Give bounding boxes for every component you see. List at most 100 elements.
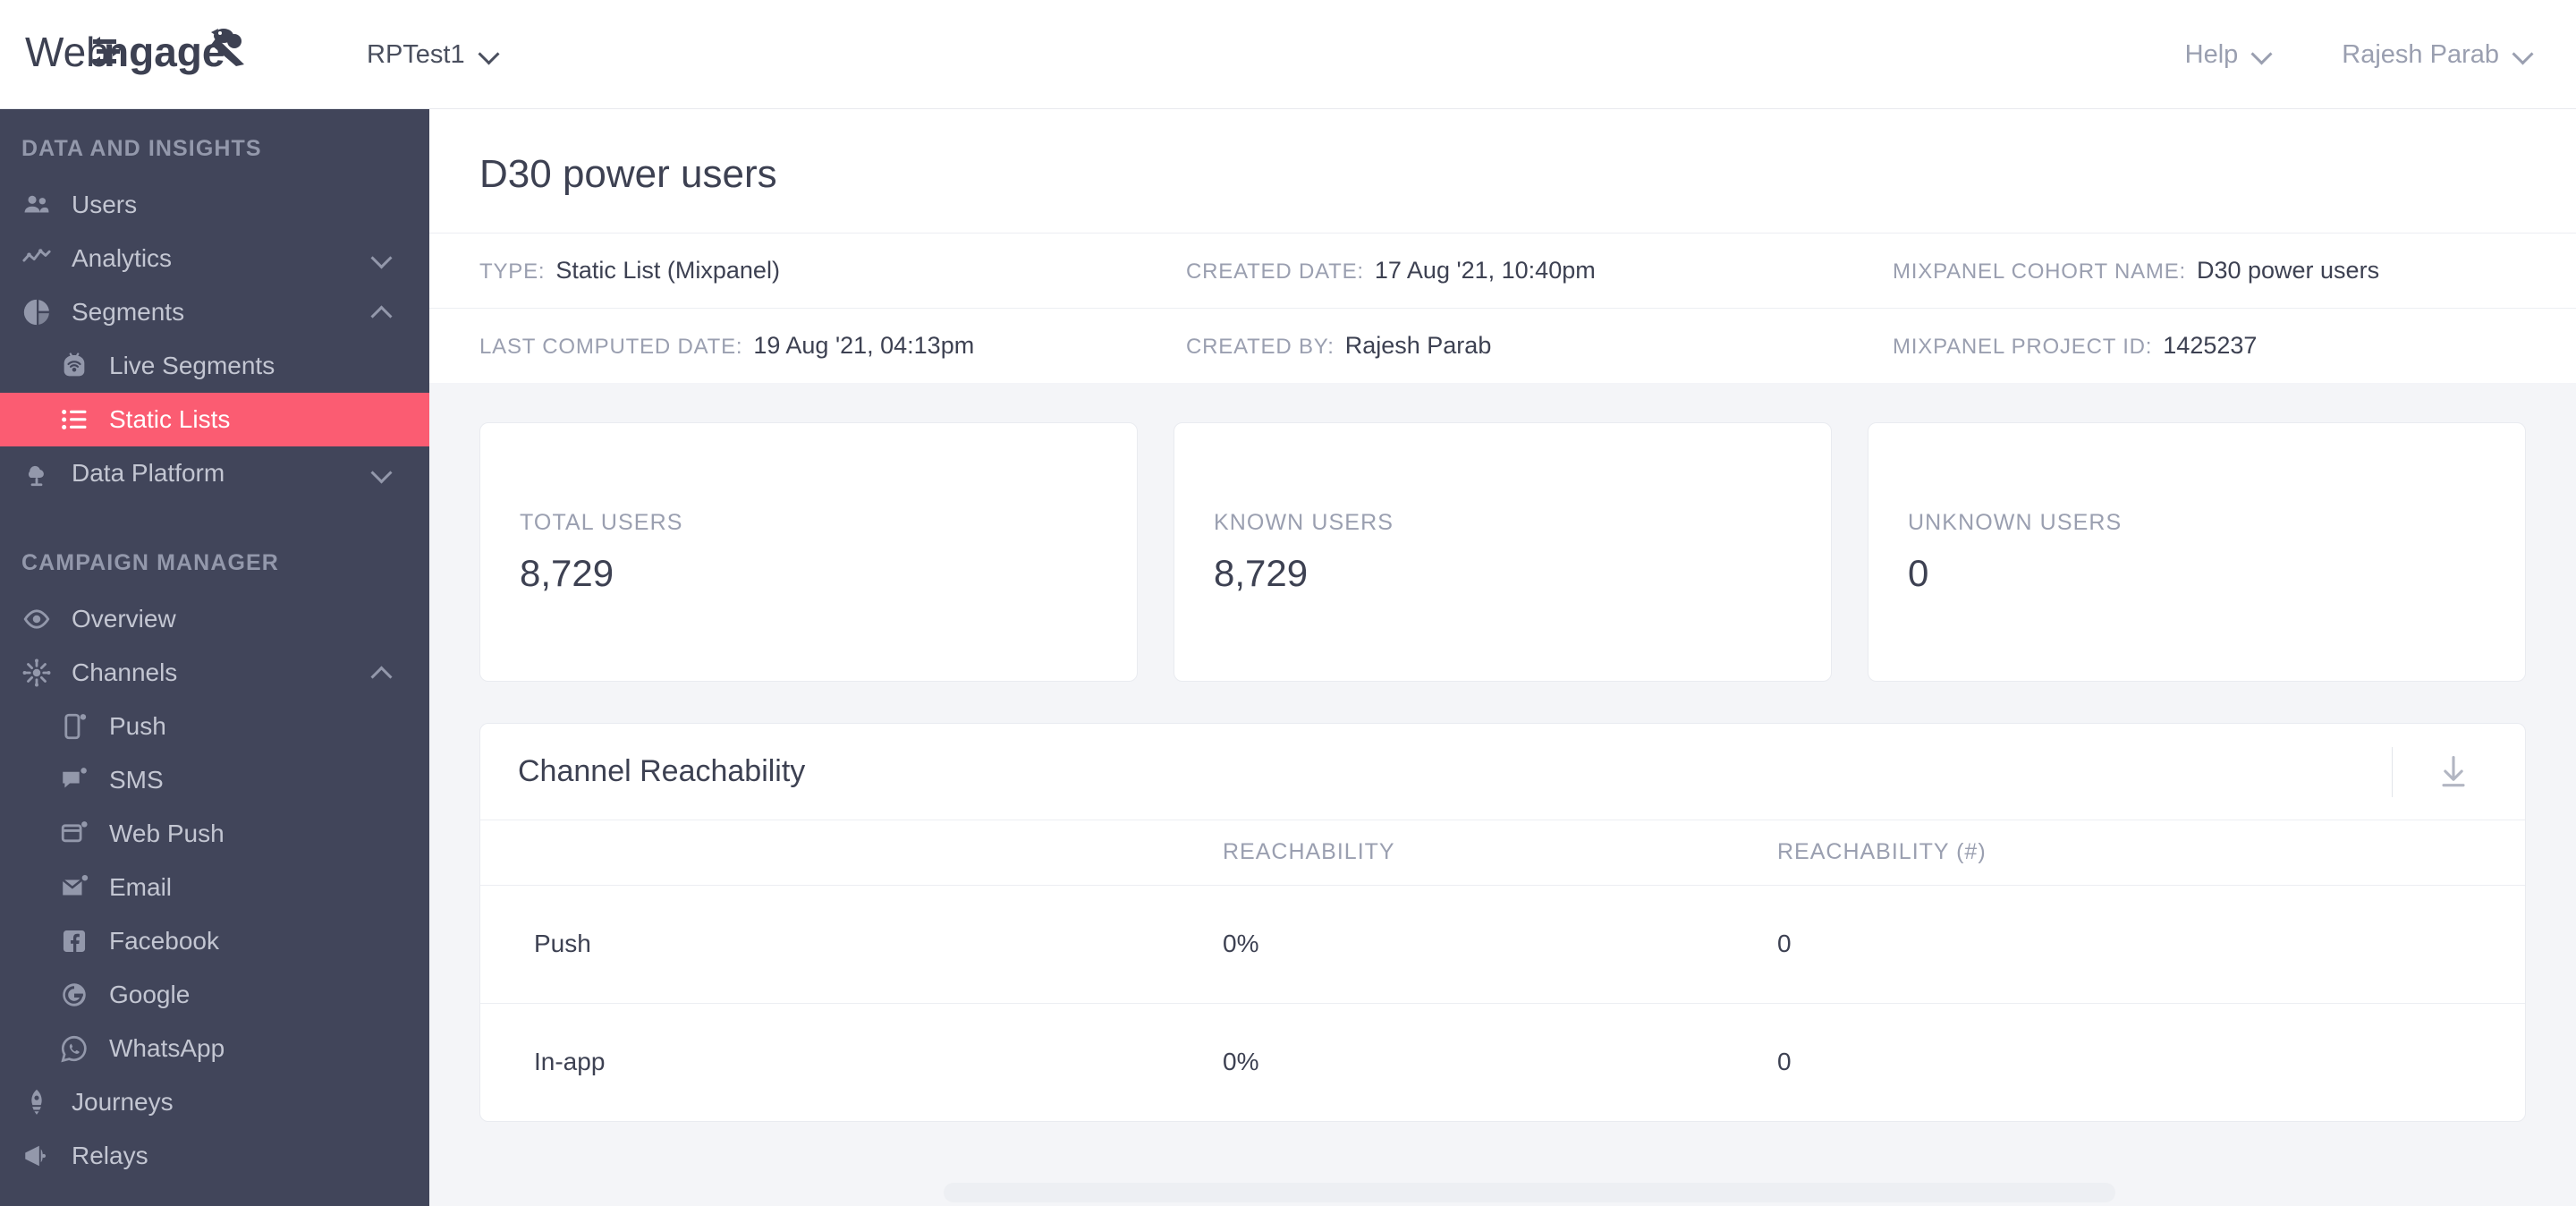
sidebar-item-label: Analytics xyxy=(72,244,173,272)
meta-value: 1425237 xyxy=(2163,332,2258,359)
stat-cards: TOTAL USERS 8,729 KNOWN USERS 8,729 UNKN… xyxy=(429,383,2576,682)
stat-value: 8,729 xyxy=(1214,551,1309,594)
meta-label: MIXPANEL COHORT NAME: xyxy=(1893,259,2186,284)
sidebar-item-label: Static Lists xyxy=(109,405,231,433)
facebook-icon xyxy=(59,923,100,959)
sidebar-item-journeys[interactable]: Journeys xyxy=(0,1075,429,1129)
main-content: D30 power users TYPE: Static List (Mixpa… xyxy=(429,109,2576,1206)
topbar-right: Help Rajesh Parab xyxy=(2185,0,2533,109)
sidebar-item-label: Data Platform xyxy=(72,459,225,487)
download-icon[interactable] xyxy=(2434,752,2473,792)
meta-label: LAST COMPUTED DATE: xyxy=(479,335,743,359)
horizontal-scrollbar[interactable] xyxy=(944,1183,2115,1202)
meta-project-id: MIXPANEL PROJECT ID: 1425237 xyxy=(1893,332,2257,360)
google-icon xyxy=(59,977,100,1013)
meta-label: CREATED DATE: xyxy=(1186,259,1364,284)
meta-value: Rajesh Parab xyxy=(1344,332,1492,359)
column-header-channel xyxy=(480,820,1223,885)
cell-spacer xyxy=(2332,884,2525,1003)
sidebar-item-label: Web Push xyxy=(109,820,225,847)
help-label: Help xyxy=(2184,39,2239,69)
sidebar-item-channels[interactable]: Channels xyxy=(0,646,429,700)
project-switcher[interactable]: RPTest1 xyxy=(367,0,499,109)
cell-reachability-count: 0 xyxy=(1777,1002,2332,1121)
stat-card-known-users: KNOWN USERS 8,729 xyxy=(1174,422,1832,682)
sidebar-item-google[interactable]: Google xyxy=(0,968,429,1022)
relays-icon xyxy=(21,1138,63,1174)
user-menu[interactable]: Rajesh Parab xyxy=(2342,40,2533,70)
sidebar-section-title: CAMPAIGN MANAGER xyxy=(21,550,279,575)
reachability-table: REACHABILITY REACHABILITY (#) Push 0% 0 In-… xyxy=(480,820,2525,1121)
cell-spacer xyxy=(2332,1002,2525,1121)
page-header: D30 power users TYPE: Static List (Mixpa… xyxy=(429,109,2576,383)
sidebar-item-label: Journeys xyxy=(72,1088,174,1116)
sidebar-item-web-push[interactable]: Web Push xyxy=(0,807,429,861)
page-title: D30 power users xyxy=(479,152,777,196)
sidebar-item-label: Relays xyxy=(72,1142,148,1169)
panel-title: Channel Reachability xyxy=(518,754,806,788)
sidebar-item-whatsapp[interactable]: WhatsApp xyxy=(0,1022,429,1075)
sidebar-item-overview[interactable]: Overview xyxy=(0,592,429,646)
column-header-reachability: REACHABILITY xyxy=(1223,839,1395,865)
sidebar-item-segments[interactable]: Segments xyxy=(0,285,429,339)
sidebar-item-label: Users xyxy=(72,191,138,218)
sidebar-item-data-platform[interactable]: Data Platform xyxy=(0,446,429,500)
help-menu[interactable]: Help xyxy=(2185,40,2273,70)
sidebar-item-push[interactable]: Push xyxy=(0,700,429,753)
sidebar-item-label: Facebook xyxy=(109,927,219,955)
meta-label: TYPE: xyxy=(479,259,546,284)
cell-channel: In-app xyxy=(480,1002,1223,1121)
channels-icon xyxy=(21,655,63,691)
meta-value: 17 Aug '21, 10:40pm xyxy=(1374,257,1596,284)
sidebar-item-label: SMS xyxy=(109,766,164,794)
chevron-up-icon[interactable] xyxy=(372,302,392,322)
panel-actions xyxy=(2392,724,2525,820)
sidebar-section-title: DATA AND INSIGHTS xyxy=(21,136,262,161)
web-push-icon xyxy=(59,816,100,852)
chevron-up-icon[interactable] xyxy=(372,663,392,683)
sidebar-item-label: Push xyxy=(109,712,166,740)
meta-label: CREATED BY: xyxy=(1186,335,1335,359)
users-icon xyxy=(21,187,63,223)
meta-value: Static List (Mixpanel) xyxy=(555,257,780,284)
sidebar-gap xyxy=(0,500,429,523)
meta-created-by: CREATED BY: Rajesh Parab xyxy=(1186,332,1893,360)
channel-reachability-panel: Channel Reachability REACHABILITY REACHA xyxy=(479,723,2526,1122)
eye-icon xyxy=(21,601,63,637)
meta-last-computed-date: LAST COMPUTED DATE: 19 Aug '21, 04:13pm xyxy=(479,332,1186,360)
webengage-logo[interactable]: Web ngage xyxy=(25,20,267,89)
sidebar-item-live-segments[interactable]: Live Segments xyxy=(0,339,429,393)
column-header-reachability-count: REACHABILITY (#) xyxy=(1777,839,1987,865)
cell-reachability-pct: 0% xyxy=(1223,1002,1777,1121)
cell-reachability-pct: 0% xyxy=(1223,884,1777,1003)
sidebar-item-relays[interactable]: Relays xyxy=(0,1129,429,1183)
sidebar-item-facebook[interactable]: Facebook xyxy=(0,914,429,968)
chevron-down-icon[interactable] xyxy=(372,463,392,483)
table-row: In-app 0% 0 xyxy=(480,1002,2525,1121)
table-header-row: REACHABILITY REACHABILITY (#) xyxy=(480,820,2525,885)
meta-label: MIXPANEL PROJECT ID: xyxy=(1893,335,2153,359)
sidebar-item-sms[interactable]: SMS xyxy=(0,753,429,807)
sidebar-item-users[interactable]: Users xyxy=(0,178,429,232)
cell-reachability-count: 0 xyxy=(1777,884,2332,1003)
sidebar-item-email[interactable]: Email xyxy=(0,861,429,914)
stat-value: 0 xyxy=(1908,551,1929,594)
project-name: RPTest1 xyxy=(367,39,465,69)
chevron-down-icon xyxy=(2252,45,2272,64)
chevron-down-icon[interactable] xyxy=(372,249,392,268)
stat-card-total-users: TOTAL USERS 8,729 xyxy=(479,422,1138,682)
live-segments-icon xyxy=(59,348,100,384)
panel-header: Channel Reachability xyxy=(480,724,2525,820)
segments-icon xyxy=(21,294,63,330)
sidebar-item-static-lists[interactable]: Static Lists xyxy=(0,393,429,446)
table-row: Push 0% 0 xyxy=(480,884,2525,1003)
analytics-icon xyxy=(21,241,63,276)
static-lists-icon xyxy=(59,402,100,437)
stat-value: 8,729 xyxy=(520,551,614,594)
meta-cohort-name: MIXPANEL COHORT NAME: D30 power users xyxy=(1893,257,2379,285)
sidebar-item-analytics[interactable]: Analytics xyxy=(0,232,429,285)
whatsapp-icon xyxy=(59,1031,100,1066)
email-icon xyxy=(59,870,100,905)
data-platform-icon xyxy=(21,455,63,491)
meta-value: D30 power users xyxy=(2196,257,2380,284)
